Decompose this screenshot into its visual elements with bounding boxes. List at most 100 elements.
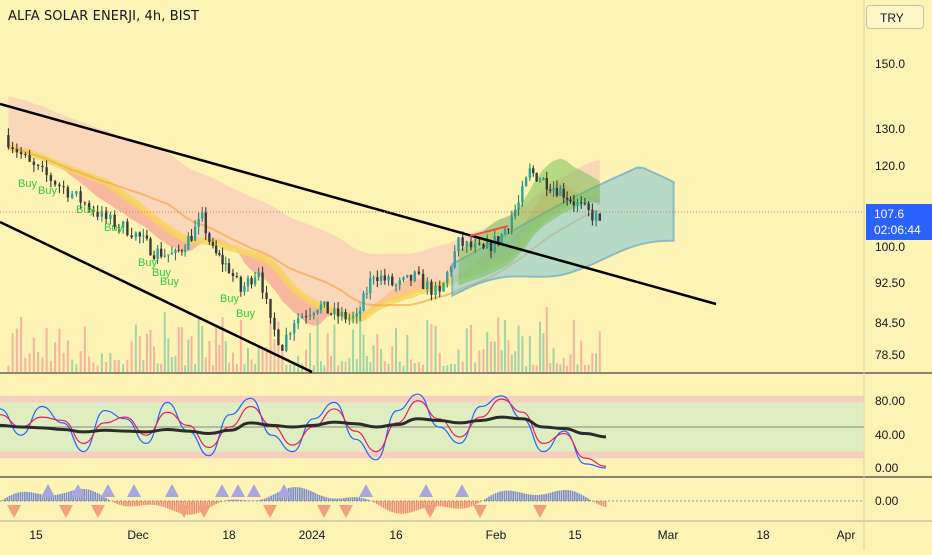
volume-bar (566, 366, 568, 372)
candle-body (221, 255, 223, 264)
osc-bar (543, 494, 545, 501)
candle-body (71, 194, 73, 198)
buy-signal-label: Buy (18, 178, 37, 190)
osc-bar (605, 501, 607, 507)
volume-bar (549, 363, 551, 372)
volume-bar (309, 333, 311, 372)
volume-bar (164, 312, 166, 372)
osc-bar (578, 493, 580, 501)
osc-bar (345, 498, 347, 501)
volume-bar (293, 364, 295, 372)
currency-button[interactable]: TRY (866, 5, 924, 29)
triangle-up-marker (41, 484, 55, 497)
osc-bar (477, 501, 479, 503)
candle-body (584, 203, 586, 204)
triangle-up-marker (455, 484, 469, 497)
volume-bar (474, 362, 476, 372)
volume-bar (504, 320, 506, 372)
volume-bar (576, 364, 578, 372)
volume-bar (410, 360, 412, 372)
osc-bar (17, 493, 19, 501)
osc-bar (231, 500, 233, 501)
volume-bar (525, 366, 527, 372)
osc-bar (229, 500, 231, 501)
osc-bar (290, 487, 292, 501)
osc-bar (352, 497, 354, 501)
osc-bar (521, 493, 523, 501)
candle-body (208, 233, 210, 242)
osc-bar (321, 496, 323, 501)
osc-bar (526, 494, 528, 501)
osc-bar (22, 492, 24, 501)
osc-bar (523, 493, 525, 501)
volume-bar (178, 327, 180, 372)
volume-bar (218, 345, 220, 372)
candle-body (500, 234, 502, 243)
osc-bar (86, 489, 88, 501)
price-axis-label: 120.0 (875, 159, 905, 173)
volume-bar (37, 352, 39, 372)
volume-bar (236, 364, 238, 372)
osc-bar (275, 493, 277, 501)
volume-bar (228, 363, 230, 372)
candle-body (149, 239, 151, 256)
volume-bar (486, 332, 488, 372)
volume-bar (194, 364, 196, 372)
time-axis-label: 15 (29, 528, 43, 542)
osc-bar (174, 501, 176, 511)
candle-body (273, 318, 275, 330)
osc-bar (244, 500, 246, 501)
volume-bar (63, 353, 65, 372)
candle-body (232, 273, 234, 276)
volume-bar (153, 346, 155, 372)
volume-bar (462, 362, 464, 372)
candle-body (556, 188, 558, 196)
volume-bar (573, 320, 575, 372)
candle-body (457, 237, 459, 251)
osc-bar (138, 501, 140, 506)
candle-body (362, 293, 364, 310)
osc-bar (127, 501, 129, 506)
osc-bar (387, 501, 389, 510)
osc-bar (266, 498, 268, 501)
volume-bar (320, 361, 322, 372)
candle-body (177, 250, 179, 251)
candle-body (243, 286, 245, 292)
triangle-down-marker (317, 505, 331, 518)
osc-bar (92, 491, 94, 501)
osc-bar (534, 495, 536, 501)
osc-bar (147, 501, 149, 505)
volume-bar (109, 353, 111, 372)
candle-body (320, 305, 322, 310)
candle-body (45, 167, 47, 175)
volume-bar (521, 336, 523, 372)
volume-bar (313, 365, 315, 372)
osc-bar (493, 494, 495, 501)
volume-bar (399, 362, 401, 372)
candle-body (293, 323, 295, 333)
volume-bar (470, 325, 472, 372)
candle-body (391, 276, 393, 285)
osc-bar (59, 494, 61, 501)
osc-bar (356, 497, 358, 501)
volume-bar (380, 349, 382, 372)
volume-bar (131, 341, 133, 372)
osc-bar (603, 501, 605, 506)
osc-bar (152, 501, 154, 505)
osc-bar (343, 498, 345, 501)
volume-bar (205, 357, 207, 372)
volume-bar (146, 334, 148, 372)
volume-bar (395, 328, 397, 372)
candle-body (240, 277, 242, 292)
volume-bar (330, 356, 332, 372)
candle-body (297, 318, 299, 323)
volume-bar (84, 327, 86, 372)
volume-bar (160, 364, 162, 372)
osc-bar (581, 494, 583, 501)
volume-bar (435, 326, 437, 372)
osc-bar (519, 492, 521, 501)
volume-bar (553, 348, 555, 372)
osc-bar (475, 501, 477, 505)
